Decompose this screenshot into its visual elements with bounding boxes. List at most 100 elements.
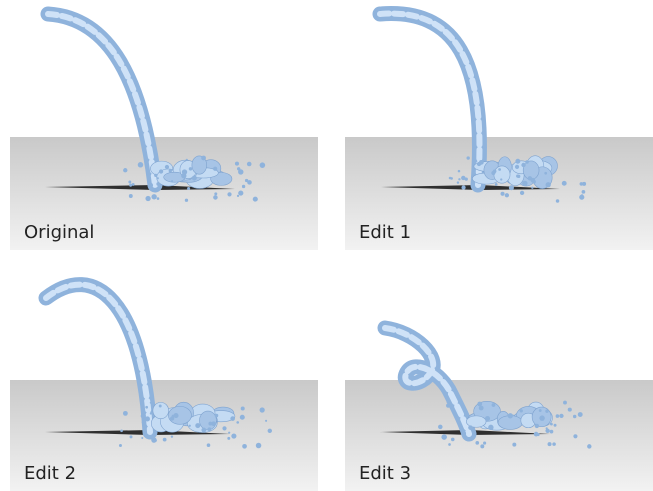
droplet — [581, 189, 586, 194]
shadow — [380, 185, 560, 190]
droplet — [244, 178, 249, 183]
droplet — [561, 180, 567, 186]
droplet — [539, 415, 545, 421]
droplet — [128, 194, 133, 198]
droplet — [131, 182, 135, 186]
droplet — [241, 184, 246, 189]
droplet — [468, 425, 473, 430]
panel: Edit 2 — [10, 277, 318, 491]
droplet — [545, 427, 548, 430]
fluid-blob — [199, 410, 217, 431]
droplet — [187, 186, 191, 191]
droplet — [488, 424, 494, 431]
droplet — [201, 155, 206, 161]
droplet — [227, 192, 232, 197]
droplet — [156, 177, 159, 180]
droplet — [154, 173, 158, 177]
droplet — [500, 191, 505, 196]
droplet — [238, 169, 244, 175]
fluid-highlight — [377, 10, 483, 188]
droplet — [534, 423, 540, 429]
droplet — [478, 159, 484, 165]
droplet — [246, 161, 252, 167]
droplet — [507, 413, 513, 419]
droplet — [456, 181, 460, 184]
droplet — [239, 414, 245, 420]
droplet — [158, 404, 162, 408]
droplet — [514, 164, 520, 169]
droplet — [214, 192, 218, 196]
droplet — [173, 413, 179, 419]
droplet — [500, 178, 503, 181]
droplet — [545, 409, 549, 413]
droplet — [538, 409, 542, 412]
droplet — [151, 194, 157, 200]
droplet — [156, 182, 160, 186]
droplet — [164, 164, 170, 170]
droplet — [129, 435, 133, 439]
panel-label: Original — [24, 222, 94, 243]
panel-label: Edit 3 — [359, 463, 411, 484]
droplet — [238, 190, 244, 196]
droplet — [519, 190, 525, 196]
droplet — [184, 198, 189, 202]
droplet — [247, 180, 252, 185]
droplet — [475, 441, 480, 445]
droplet — [213, 195, 218, 200]
droplet — [545, 182, 551, 188]
shadow — [45, 430, 230, 435]
droplet — [491, 403, 496, 407]
panel: Edit 1 — [345, 6, 653, 250]
droplet — [484, 415, 491, 422]
droplet — [228, 431, 231, 434]
droplet — [508, 185, 514, 191]
droplet — [188, 424, 191, 427]
droplet — [521, 162, 526, 168]
fluid-blob — [152, 402, 169, 419]
droplet — [214, 413, 219, 418]
droplet — [457, 169, 461, 173]
droplet — [458, 178, 461, 181]
fluid-blob — [466, 415, 487, 428]
droplet — [151, 437, 157, 443]
droplet — [446, 401, 449, 404]
droplet — [240, 406, 245, 411]
floor — [345, 137, 653, 250]
droplet — [169, 416, 175, 421]
fluid-blob — [493, 165, 511, 184]
droplet — [188, 167, 193, 171]
droplet — [265, 419, 268, 422]
droplet — [530, 177, 536, 183]
droplet — [168, 169, 172, 173]
droplet — [267, 428, 272, 434]
droplet — [587, 444, 592, 449]
droplet — [519, 409, 523, 413]
droplet — [461, 185, 466, 190]
panel: Original — [10, 6, 318, 250]
floor — [10, 380, 318, 491]
droplet — [512, 442, 517, 447]
droplet — [137, 162, 144, 168]
droplet — [522, 180, 528, 187]
droplet — [567, 407, 572, 412]
droplet — [483, 441, 487, 445]
droplet — [460, 430, 467, 436]
droplet — [555, 414, 560, 418]
droplet — [255, 442, 262, 449]
droplet — [555, 199, 560, 203]
droplet — [170, 435, 174, 438]
droplet — [573, 434, 578, 439]
droplet — [195, 423, 201, 429]
droplet — [171, 180, 174, 183]
droplet — [145, 195, 151, 202]
droplet — [191, 175, 197, 181]
droplet — [141, 420, 147, 425]
droplet — [206, 443, 211, 448]
droplet — [259, 407, 265, 413]
droplet — [516, 174, 520, 178]
droplet — [222, 426, 227, 431]
droplet — [582, 181, 587, 186]
droplet — [128, 180, 132, 184]
droplet — [140, 413, 146, 419]
